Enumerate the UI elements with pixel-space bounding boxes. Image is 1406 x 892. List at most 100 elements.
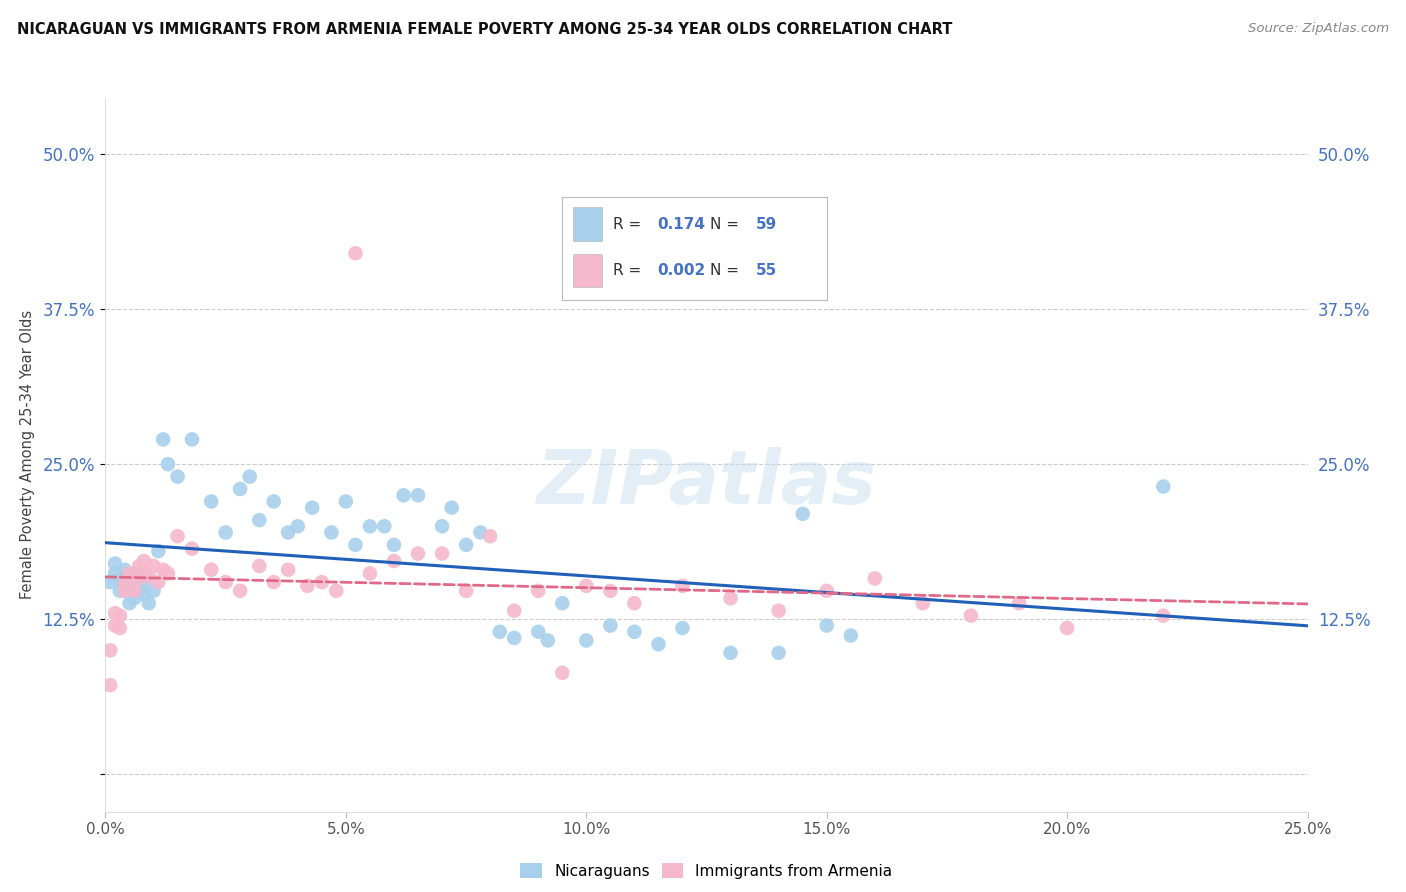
Point	[527, 583, 550, 598]
Point	[132, 554, 155, 568]
Point	[382, 538, 405, 552]
Point	[277, 525, 299, 540]
Point	[430, 519, 453, 533]
Point	[239, 469, 262, 483]
Point	[138, 596, 160, 610]
Point	[128, 559, 150, 574]
Point	[152, 563, 174, 577]
Point	[815, 618, 838, 632]
Point	[623, 624, 645, 639]
Point	[623, 596, 645, 610]
Text: R =: R =	[613, 263, 645, 278]
Point	[537, 633, 560, 648]
Point	[503, 604, 526, 618]
Point	[287, 519, 309, 533]
Point	[104, 557, 127, 571]
Text: 55: 55	[755, 263, 776, 278]
Point	[128, 583, 150, 598]
Point	[311, 575, 333, 590]
Point	[911, 596, 934, 610]
Point	[440, 500, 463, 515]
Point	[839, 628, 862, 642]
Point	[406, 547, 429, 561]
Point	[200, 494, 222, 508]
Text: NICARAGUAN VS IMMIGRANTS FROM ARMENIA FEMALE POVERTY AMONG 25-34 YEAR OLDS CORRE: NICARAGUAN VS IMMIGRANTS FROM ARMENIA FE…	[17, 22, 952, 37]
Legend: Nicaraguans, Immigrants from Armenia: Nicaraguans, Immigrants from Armenia	[520, 863, 893, 879]
Point	[118, 566, 141, 581]
Point	[575, 633, 598, 648]
Y-axis label: Female Poverty Among 25-34 Year Olds: Female Poverty Among 25-34 Year Olds	[21, 310, 35, 599]
Point	[118, 582, 141, 596]
Text: Source: ZipAtlas.com: Source: ZipAtlas.com	[1249, 22, 1389, 36]
Point	[166, 469, 188, 483]
Point	[863, 571, 886, 585]
Point	[647, 637, 669, 651]
FancyBboxPatch shape	[572, 208, 602, 241]
FancyBboxPatch shape	[572, 253, 602, 287]
Point	[392, 488, 415, 502]
Point	[181, 433, 204, 447]
Point	[720, 591, 742, 606]
Point	[156, 566, 179, 581]
Point	[382, 554, 405, 568]
Point	[373, 519, 395, 533]
Point	[124, 583, 146, 598]
Point	[527, 624, 550, 639]
Point	[108, 621, 131, 635]
Point	[124, 566, 146, 581]
Point	[118, 596, 141, 610]
Point	[768, 646, 790, 660]
Point	[321, 525, 343, 540]
Point	[247, 559, 270, 574]
Point	[114, 575, 136, 590]
Point	[768, 604, 790, 618]
Point	[551, 665, 574, 680]
Point	[98, 643, 121, 657]
Point	[344, 538, 367, 552]
Point	[132, 588, 155, 602]
Point	[454, 583, 477, 598]
Point	[108, 571, 131, 585]
Point	[229, 482, 252, 496]
Point	[114, 579, 136, 593]
Point	[1008, 596, 1031, 610]
Point	[301, 500, 323, 515]
Point	[128, 571, 150, 585]
Point	[152, 433, 174, 447]
Point	[124, 569, 146, 583]
Text: N =: N =	[710, 263, 744, 278]
Point	[263, 494, 285, 508]
Point	[488, 624, 510, 639]
Point	[297, 579, 319, 593]
Point	[430, 547, 453, 561]
Point	[108, 608, 131, 623]
Point	[98, 678, 121, 692]
Point	[138, 569, 160, 583]
Point	[148, 575, 170, 590]
Point	[104, 618, 127, 632]
Text: 0.002: 0.002	[658, 263, 706, 278]
Point	[815, 583, 838, 598]
Point	[454, 538, 477, 552]
Point	[960, 608, 983, 623]
Point	[359, 519, 381, 533]
Point	[181, 541, 204, 556]
Point	[720, 646, 742, 660]
Point	[335, 494, 357, 508]
Point	[200, 563, 222, 577]
Point	[1152, 479, 1174, 493]
Text: N =: N =	[710, 217, 744, 232]
Point	[325, 583, 347, 598]
Point	[599, 618, 621, 632]
Point	[470, 525, 492, 540]
Point	[406, 488, 429, 502]
Text: 0.174: 0.174	[658, 217, 706, 232]
Point	[156, 457, 179, 471]
Point	[1152, 608, 1174, 623]
Text: 59: 59	[755, 217, 776, 232]
Point	[128, 569, 150, 583]
Point	[344, 246, 367, 260]
Point	[132, 566, 155, 581]
Point	[277, 563, 299, 577]
Point	[214, 525, 236, 540]
